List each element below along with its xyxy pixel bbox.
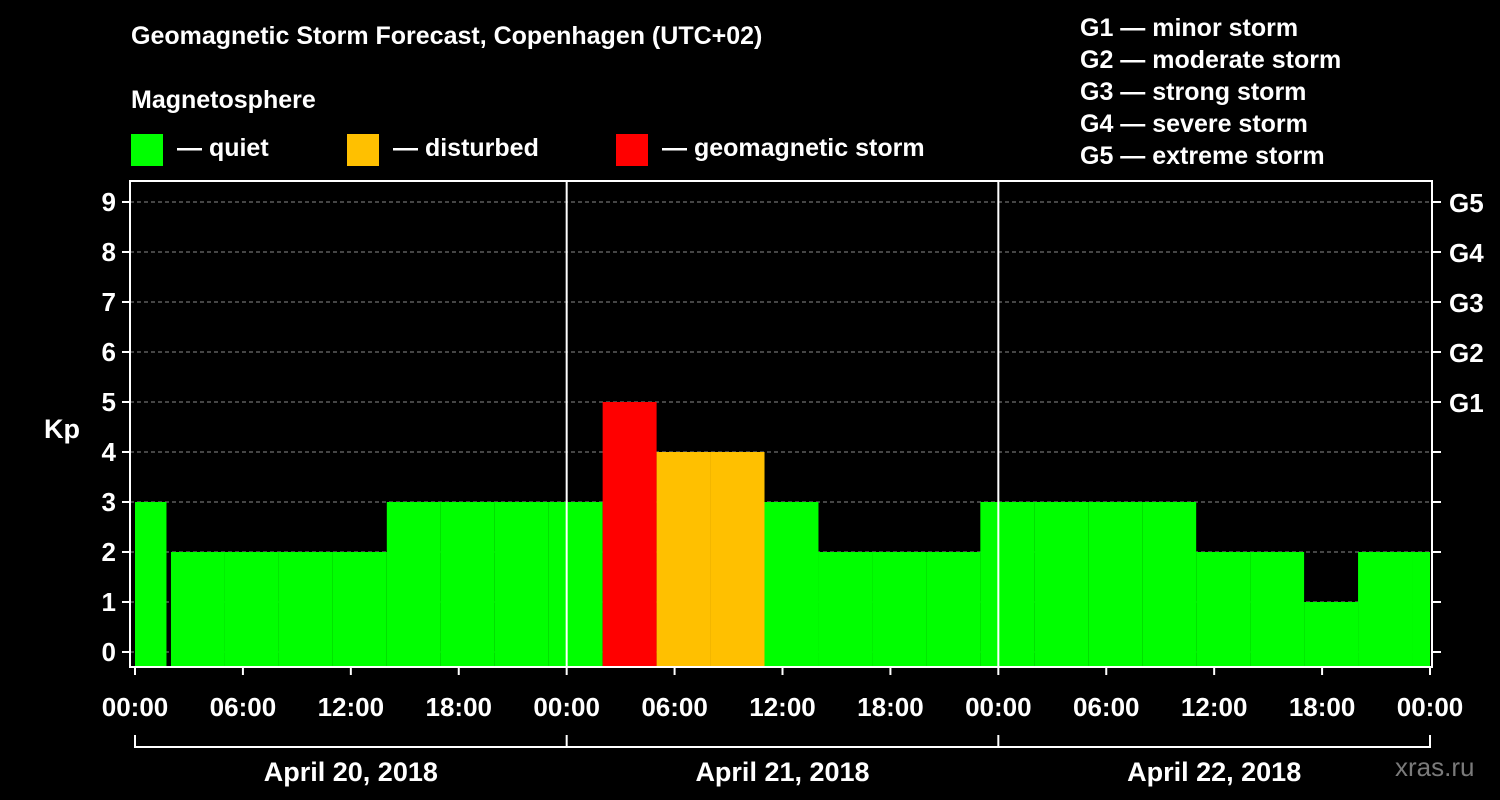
x-tick-label: 18:00	[857, 692, 924, 722]
y-tick-label: 5	[102, 387, 116, 417]
x-tick-label: 00:00	[533, 692, 600, 722]
bar-disturbed	[656, 452, 711, 667]
x-tick-label: 00:00	[1397, 692, 1464, 722]
x-tick-label: 18:00	[426, 692, 493, 722]
legend-swatch-quiet	[131, 134, 163, 166]
bar-quiet	[980, 502, 1035, 667]
day-label: April 21, 2018	[695, 757, 869, 787]
y-tick-label: 3	[102, 487, 116, 517]
bars	[135, 402, 1430, 667]
bar-quiet	[1358, 552, 1413, 667]
y-tick-label: 2	[102, 537, 116, 567]
plot-frame	[129, 180, 1433, 668]
legend-label-quiet: — quiet	[177, 134, 269, 162]
bar-quiet	[548, 502, 603, 667]
bar-quiet	[926, 552, 981, 667]
bar-quiet	[440, 502, 495, 667]
y-tick-label: 1	[102, 587, 116, 617]
y-tick-label: 6	[102, 337, 116, 367]
watermark: xras.ru	[1395, 752, 1475, 782]
x-tick-label: 00:00	[965, 692, 1032, 722]
bar-disturbed	[710, 452, 765, 667]
bar-quiet	[1142, 502, 1197, 667]
bar-quiet	[1196, 552, 1251, 667]
legend-label-disturbed: — disturbed	[393, 134, 539, 162]
g-scale-label: G1	[1449, 388, 1484, 418]
day-label: April 20, 2018	[264, 757, 438, 787]
bar-quiet	[386, 502, 441, 667]
legend-title: Magnetosphere	[131, 86, 316, 114]
bar-quiet	[494, 502, 549, 667]
x-tick-label: 12:00	[318, 692, 385, 722]
axes: 0 1 2 3 4 5 6 7 8 9 G1 G2 G3 G4 G5 00:00 06:00 12:00 18:00…	[102, 180, 1484, 787]
y-tick-label: 8	[102, 237, 116, 267]
bar-quiet	[1034, 502, 1089, 667]
chart-title: Geomagnetic Storm Forecast, Copenhagen (…	[131, 22, 763, 50]
bar-quiet	[764, 502, 819, 667]
bar-storm	[602, 402, 657, 667]
y-axis-label: Kp	[44, 414, 80, 444]
g-scale-item-g5: G5 — extreme storm	[1080, 142, 1325, 170]
x-tick-label: 06:00	[641, 692, 708, 722]
legend-swatch-disturbed	[347, 134, 379, 166]
bar-quiet	[1412, 552, 1430, 667]
g-scale-item-g3: G3 — strong storm	[1080, 78, 1307, 106]
g-scale-label: G4	[1449, 238, 1484, 268]
x-tick-label: 06:00	[210, 692, 277, 722]
day-label: April 22, 2018	[1127, 757, 1301, 787]
bar-quiet	[1088, 502, 1143, 667]
x-tick-label: 12:00	[749, 692, 816, 722]
bar-quiet	[818, 552, 873, 667]
bar-quiet	[135, 502, 167, 667]
bar-quiet	[278, 552, 333, 667]
g-scale-item-g1: G1 — minor storm	[1080, 14, 1299, 42]
g-scale-label: G3	[1449, 288, 1484, 318]
g-scale-item-g4: G4 — severe storm	[1080, 110, 1308, 138]
g-scale-label: G2	[1449, 338, 1484, 368]
bar-quiet	[332, 552, 387, 667]
y-tick-label: 4	[102, 437, 117, 467]
bar-quiet	[170, 552, 225, 667]
bar-quiet	[224, 552, 279, 667]
legend-label-storm: — geomagnetic storm	[662, 134, 925, 162]
y-tick-label: 9	[102, 187, 116, 217]
bar-quiet	[872, 552, 927, 667]
x-tick-label: 06:00	[1073, 692, 1140, 722]
g-scale-label: G5	[1449, 188, 1484, 218]
g-scale-item-g2: G2 — moderate storm	[1080, 46, 1342, 74]
x-tick-label: 12:00	[1181, 692, 1248, 722]
y-tick-label: 0	[102, 637, 116, 667]
x-tick-label: 00:00	[102, 692, 169, 722]
y-tick-label: 7	[102, 287, 116, 317]
bar-quiet	[1250, 552, 1305, 667]
bar-quiet	[1304, 602, 1359, 667]
x-tick-label: 18:00	[1289, 692, 1356, 722]
legend-swatch-storm	[616, 134, 648, 166]
